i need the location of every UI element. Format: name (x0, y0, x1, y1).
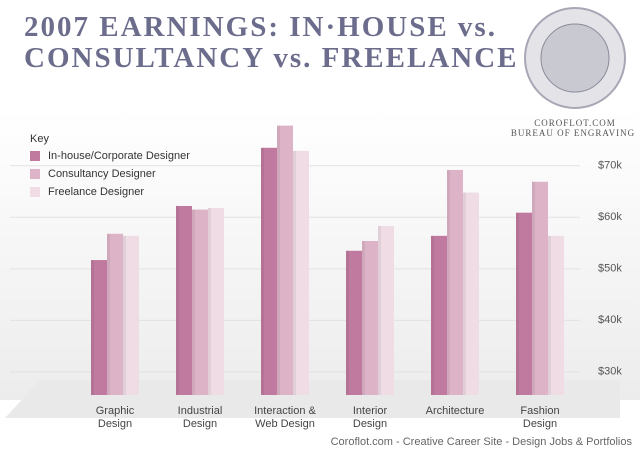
bar-shade (91, 260, 94, 395)
bar (277, 125, 293, 395)
bar (548, 235, 564, 395)
bar-shade (192, 209, 195, 395)
bar-shade (431, 235, 434, 395)
bar-shade (362, 241, 365, 395)
bar (107, 233, 123, 395)
bar-shade (516, 212, 519, 395)
bar-shade (447, 169, 450, 395)
x-tick-label: Graphic Design (95, 405, 135, 430)
bar (208, 208, 224, 395)
bar-shade (123, 235, 126, 395)
x-tick-label: Architecture (425, 405, 485, 417)
bar (516, 212, 532, 395)
bar (261, 147, 277, 395)
legend-swatch (30, 151, 40, 161)
bar-shade (532, 181, 535, 395)
bar-shade (346, 250, 349, 395)
legend-swatch (30, 169, 40, 179)
bar (378, 226, 394, 395)
y-tick-label: $70k (598, 160, 622, 172)
legend-label: Freelance Designer (48, 186, 144, 198)
bar (346, 250, 362, 395)
bar-shade (293, 150, 296, 395)
logo-text: COROFLOT.COM (534, 118, 616, 128)
y-tick-label: $40k (598, 314, 622, 326)
bar (123, 235, 139, 395)
logo: COROFLOT.COM BUREAU OF ENGRAVING (511, 7, 635, 138)
y-tick-label: $30k (598, 366, 622, 378)
footer: Coroflot.com - Creative Career Site - De… (331, 436, 633, 448)
x-tick-label: Industrial Design (177, 405, 223, 430)
bar-shade (463, 192, 466, 395)
bar-shade (107, 233, 110, 395)
bar-shade (277, 125, 280, 395)
bar (532, 181, 548, 395)
bar (431, 235, 447, 395)
legend-swatch (30, 187, 40, 197)
bar-shade (176, 205, 179, 395)
y-tick-label: $60k (598, 211, 622, 223)
bar-shade (261, 147, 264, 395)
x-tick-label: Interior Design (352, 405, 388, 430)
x-tick-label: Interaction & Web Design (254, 405, 316, 430)
x-tick-label: Fashion Design (520, 405, 560, 430)
logo-portrait (540, 23, 610, 93)
bar (447, 169, 463, 395)
bar-shade (378, 226, 381, 395)
bar (91, 260, 107, 395)
chart-title: 2007 EARNINGS: IN·HOUSE vs. CONSULTANCY … (24, 11, 519, 74)
bar (463, 192, 479, 395)
bar (362, 241, 378, 395)
y-tick-label: $50k (598, 263, 622, 275)
bar (192, 209, 208, 395)
logo-text: BUREAU OF ENGRAVING (511, 128, 635, 138)
legend-label: Consultancy Designer (48, 168, 156, 180)
bar (176, 205, 192, 395)
bar-shade (548, 235, 551, 395)
legend-label: In-house/Corporate Designer (48, 150, 190, 162)
bar-shade (208, 208, 211, 395)
bar (293, 150, 309, 395)
legend-title: Key (30, 133, 49, 145)
